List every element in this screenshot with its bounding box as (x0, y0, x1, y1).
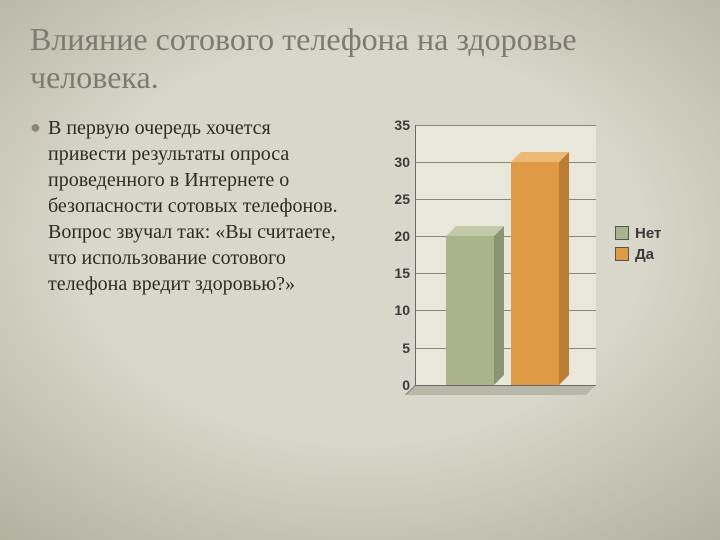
bar-top (511, 152, 569, 162)
chart-gridline (416, 273, 596, 274)
chart-bar-да (511, 162, 559, 385)
legend-label: Да (635, 246, 654, 263)
content-row: ● В первую очередь хочется привести резу… (30, 115, 690, 405)
chart-gridline (416, 348, 596, 349)
chart-ytick-label: 20 (370, 228, 410, 244)
slide-title: Влияние сотового телефона на здоровье че… (30, 20, 690, 97)
chart-gridline (416, 162, 596, 163)
bullet-marker-icon: ● (30, 115, 48, 297)
chart-gridline (416, 310, 596, 311)
chart-ytick-label: 15 (370, 265, 410, 281)
slide: Влияние сотового телефона на здоровье че… (0, 0, 720, 540)
legend-label: Нет (635, 225, 661, 242)
chart-bar-нет (446, 236, 494, 385)
bullet-block: ● В первую очередь хочется привести резу… (30, 115, 340, 297)
bar-side (559, 152, 569, 385)
chart-gridline (416, 125, 596, 126)
bar-chart: НетДа 05101520253035 (360, 125, 680, 405)
chart-container: Нет Да 0 5 10 15 20 25 30 35 (340, 115, 690, 405)
legend-item: Да (615, 246, 661, 263)
bullet-text: В первую очередь хочется привести резуль… (48, 115, 340, 297)
chart-gridline (416, 236, 596, 237)
bar-front (511, 162, 559, 385)
chart-gridline (416, 199, 596, 200)
chart-legend: Нет Да (615, 225, 661, 267)
chart-plot-area (415, 125, 596, 386)
chart-ytick-label: 5 (370, 340, 410, 356)
bar-side (494, 226, 504, 385)
chart-floor (405, 385, 596, 395)
chart-ytick-label: 0 (370, 377, 410, 393)
chart-ytick-label: 25 (370, 191, 410, 207)
chart-ytick-label: 35 (370, 117, 410, 133)
chart-ytick-label: 30 (370, 154, 410, 170)
bullet-line: В первую очередь хочется привести резуль… (48, 117, 338, 217)
bar-front (446, 236, 494, 385)
bullet-line: Вопрос звучал так: «Вы считаете, что исп… (48, 221, 336, 295)
legend-item: Нет (615, 225, 661, 242)
legend-swatch-icon (615, 226, 629, 240)
legend-swatch-icon (615, 247, 629, 261)
chart-ytick-label: 10 (370, 302, 410, 318)
